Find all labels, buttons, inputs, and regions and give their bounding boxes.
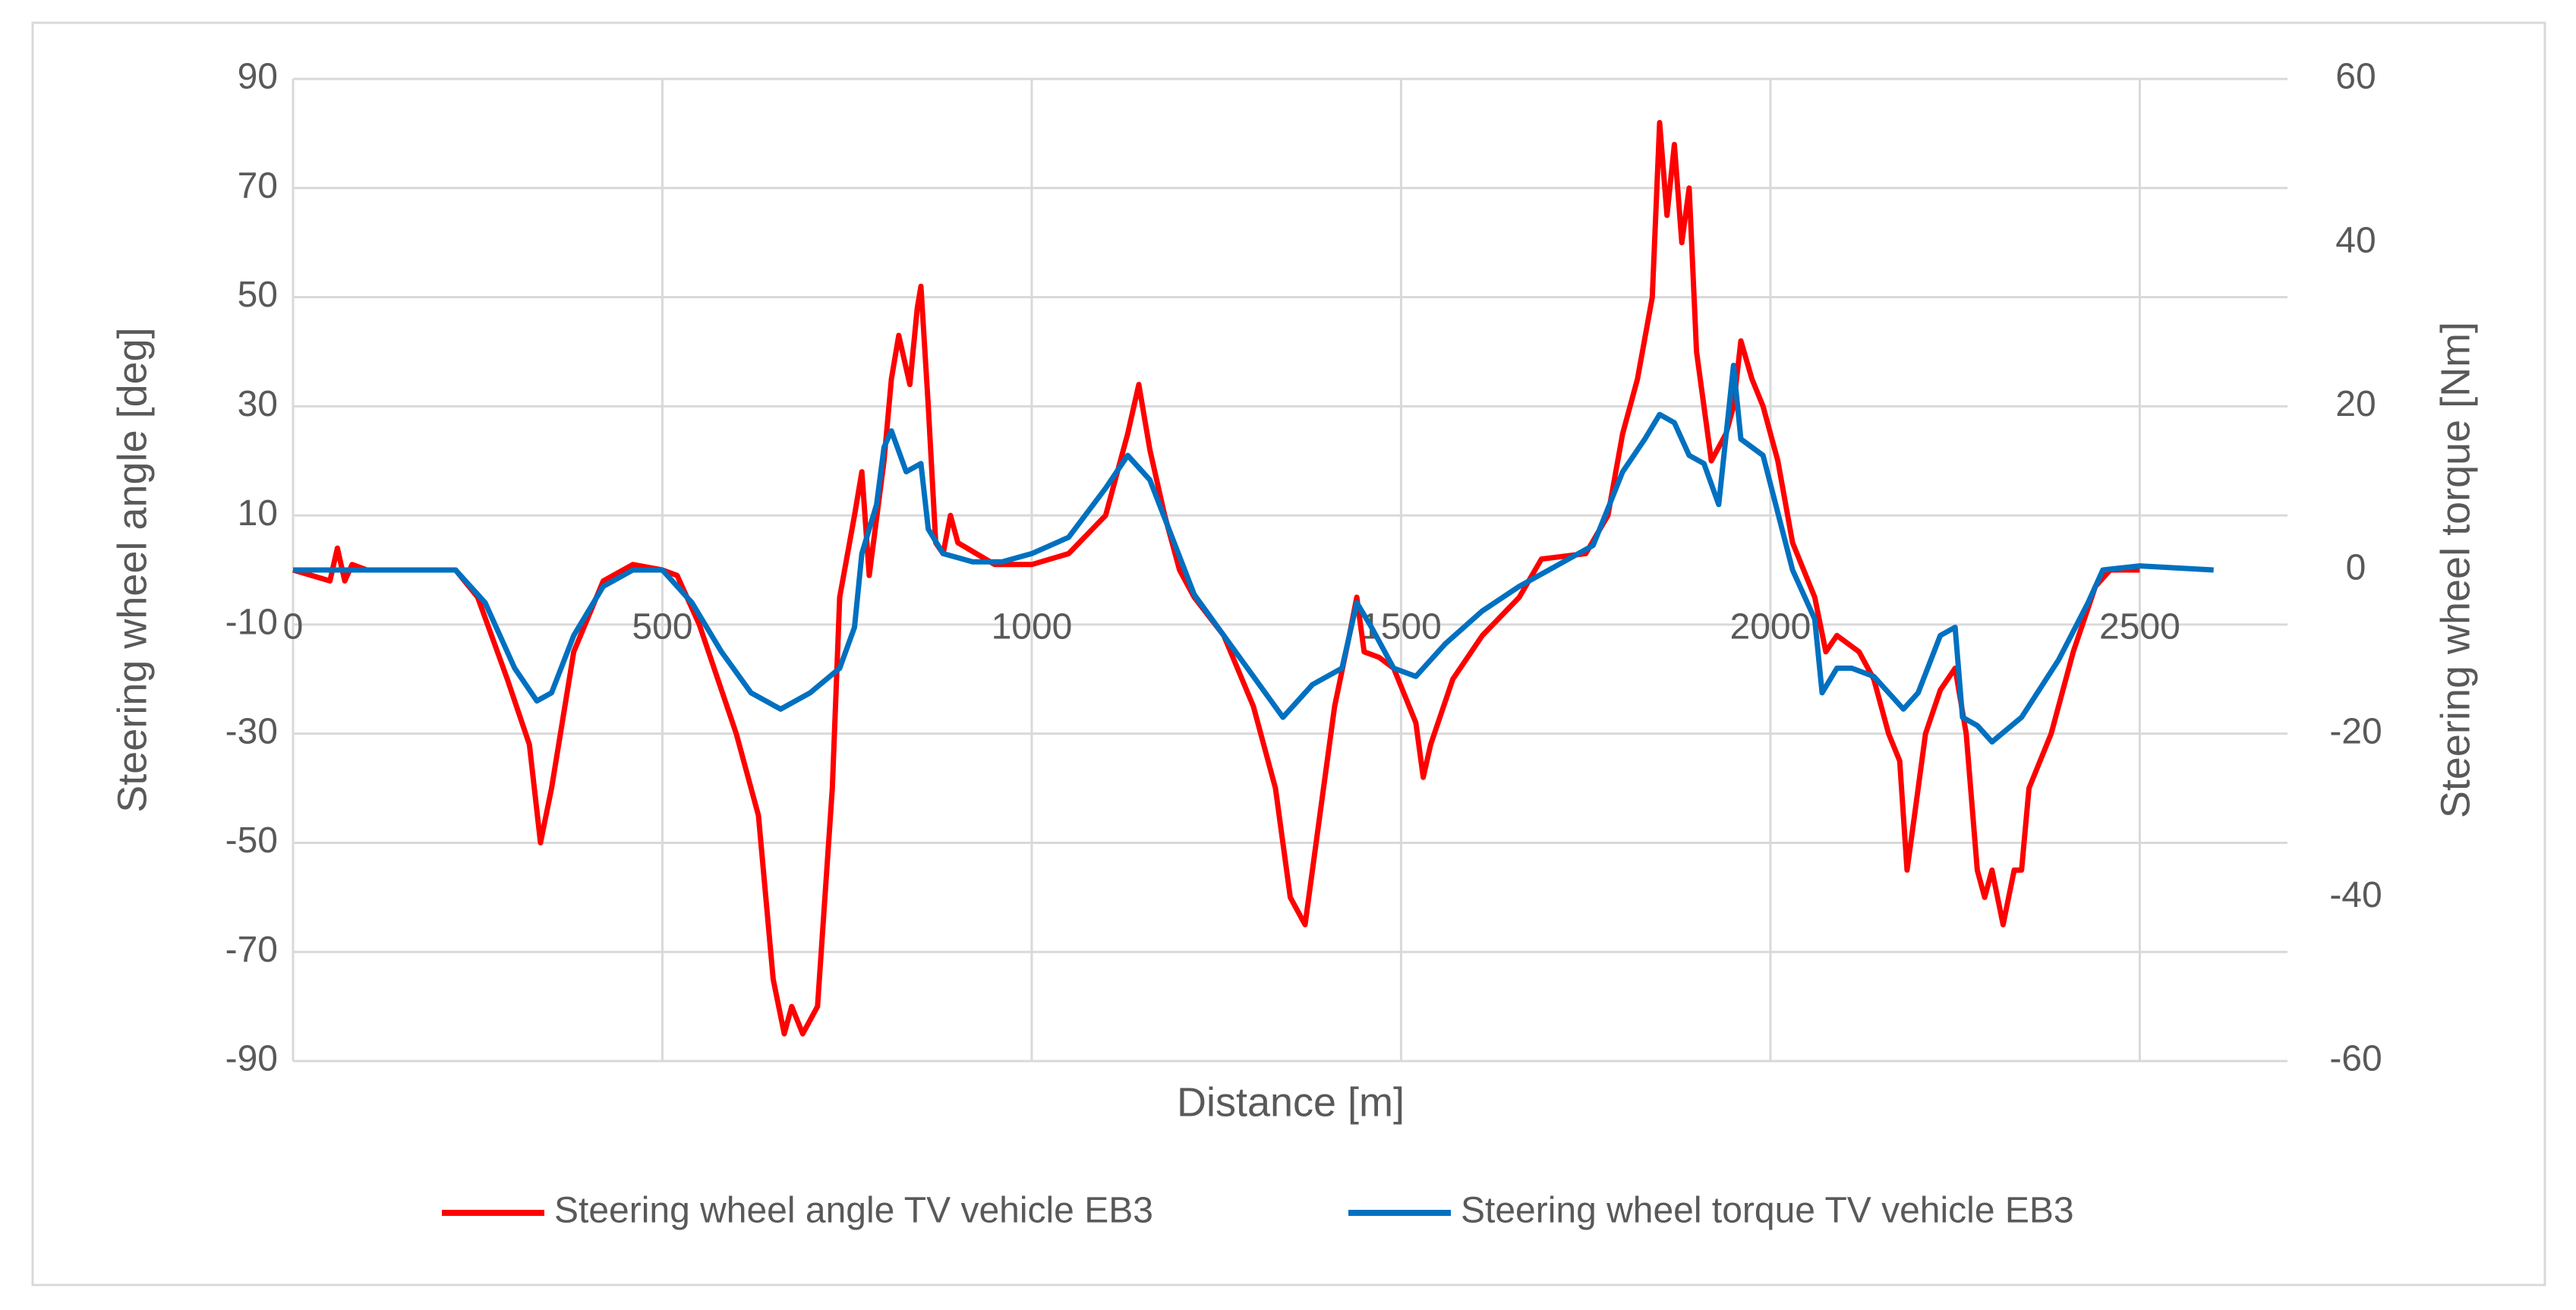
y-tick-label: 10 <box>238 493 278 534</box>
y-tick-label: -10 <box>225 603 278 643</box>
x-axis-title: Distance [m] <box>1177 1079 1405 1125</box>
y2-tick-label: 40 <box>2335 220 2376 260</box>
y2-tick-label: 60 <box>2335 57 2376 97</box>
legend-label: Steering wheel torque TV vehicle EB3 <box>1461 1191 2074 1231</box>
x-tick-label: 1000 <box>992 607 1073 647</box>
y2-tick-label: -60 <box>2329 1039 2382 1079</box>
data-line <box>293 362 2214 745</box>
y-tick-label: -30 <box>225 711 278 751</box>
data-line <box>292 120 2140 1037</box>
y2-axis-title: Steering wheel torque [Nm] <box>2433 322 2478 818</box>
y-tick-label: 50 <box>238 275 278 315</box>
y2-tick-label: 0 <box>2346 548 2366 588</box>
x-tick-label: 0 <box>283 607 304 647</box>
x-tick-label: 2500 <box>2099 607 2180 647</box>
y-tick-label: -90 <box>225 1039 278 1079</box>
x-tick-label: 2000 <box>1730 607 1811 647</box>
y-tick-label: 90 <box>238 57 278 97</box>
legend: Steering wheel angle TV vehicle EB3 Steer… <box>442 1191 2074 1231</box>
y2-tick-label: -40 <box>2329 875 2382 915</box>
y2-tick-label: -20 <box>2329 711 2382 751</box>
y2-tick-label: 20 <box>2335 384 2376 424</box>
y-tick-label: -70 <box>225 930 278 970</box>
y-tick-label: -50 <box>225 820 278 861</box>
legend-label: Steering wheel angle TV vehicle EB3 <box>554 1191 1153 1231</box>
y-axis-title: Steering wheel angle [deg] <box>109 327 155 812</box>
chart-border <box>31 21 2546 1286</box>
x-tick-label: 500 <box>632 607 692 647</box>
y-tick-label: 30 <box>238 384 278 424</box>
y-tick-label: 70 <box>238 165 278 206</box>
